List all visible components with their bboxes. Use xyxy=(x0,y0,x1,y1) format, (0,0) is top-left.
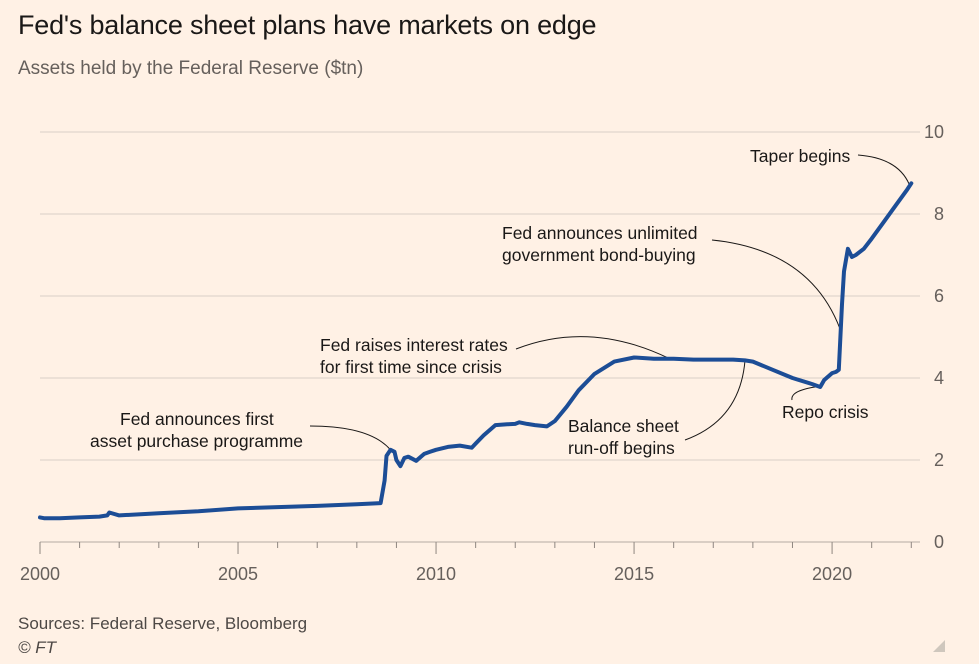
x-tick-label: 2005 xyxy=(218,564,258,584)
x-tick-label: 2010 xyxy=(416,564,456,584)
annotation-label: Repo crisis xyxy=(782,402,869,422)
annotation-label: for first time since crisis xyxy=(320,357,502,377)
annotation-leaders xyxy=(309,154,910,451)
annotation-label: Fed announces unlimited xyxy=(502,223,698,243)
x-tick-label: 2015 xyxy=(614,564,654,584)
annotation-leader-line xyxy=(515,336,670,360)
resize-handle-icon xyxy=(933,640,945,652)
annotation-leader-line xyxy=(309,425,391,451)
annotation-leader-line xyxy=(711,239,841,329)
y-tick-label: 0 xyxy=(934,532,944,552)
series-group xyxy=(38,181,914,521)
copyright: © FT xyxy=(18,638,57,657)
annotation-leader-line xyxy=(857,154,910,185)
gridlines xyxy=(40,131,920,543)
annotation-label: run-off begins xyxy=(568,438,675,458)
x-tick-label: 2000 xyxy=(20,564,60,584)
x-tick-label: 2020 xyxy=(812,564,852,584)
y-tick-label: 8 xyxy=(934,204,944,224)
x-axis: 2000 2005 2010 2015 2020 xyxy=(20,542,912,584)
series-line-assets xyxy=(38,181,914,521)
annotation-label: Taper begins xyxy=(750,146,850,166)
annotation-label: Fed announces first xyxy=(120,409,274,429)
chart-title: Fed's balance sheet plans have markets o… xyxy=(18,10,597,40)
y-tick-label: 4 xyxy=(934,368,944,388)
y-axis: 0 2 4 6 8 10 xyxy=(924,122,944,552)
chart-subtitle: Assets held by the Federal Reserve ($tn) xyxy=(18,58,364,79)
annotation-label: asset purchase programme xyxy=(90,431,303,451)
annotation-label: government bond-buying xyxy=(502,245,696,265)
y-tick-label: 2 xyxy=(934,450,944,470)
annotation-leader-line xyxy=(791,385,821,401)
annotation-leader-line xyxy=(684,360,746,441)
source-note: Sources: Federal Reserve, Bloomberg xyxy=(18,614,308,633)
annotation-label: Fed raises interest rates xyxy=(320,335,508,355)
y-tick-label: 10 xyxy=(924,122,944,142)
annotation-label: Balance sheet xyxy=(568,416,679,436)
y-tick-label: 6 xyxy=(934,286,944,306)
